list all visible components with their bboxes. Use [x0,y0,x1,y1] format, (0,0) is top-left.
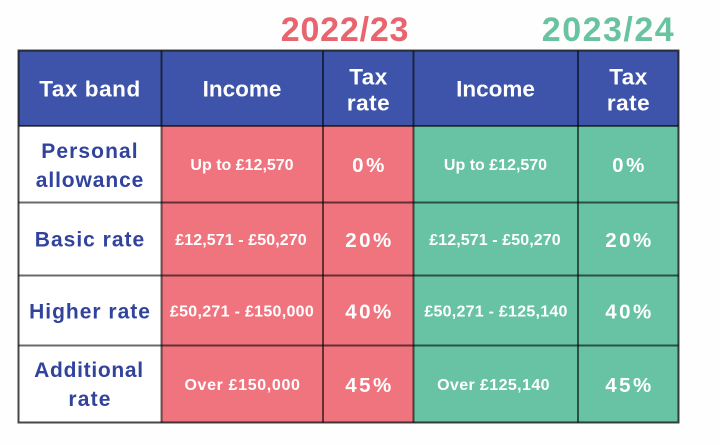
svg-text:rate: rate [607,91,650,116]
svg-text:20%: 20% [345,229,394,252]
svg-text:40%: 40% [345,301,394,324]
svg-text:Income: Income [203,77,282,102]
svg-text:£50,271 - £150,000: £50,271 - £150,000 [170,304,314,321]
svg-text:Income: Income [456,77,535,102]
svg-text:Tax: Tax [349,65,388,90]
svg-text:20%: 20% [605,229,654,252]
svg-text:2023/24: 2023/24 [542,11,675,49]
svg-text:Up to £12,570: Up to £12,570 [444,157,547,174]
svg-text:Higher rate: Higher rate [29,301,151,324]
svg-text:Tax band: Tax band [39,77,141,102]
svg-text:£50,271 - £125,140: £50,271 - £125,140 [424,304,567,321]
svg-text:Personal: Personal [41,140,139,163]
svg-text:2022/23: 2022/23 [281,11,410,49]
svg-text:Basic rate: Basic rate [35,229,145,252]
svg-text:Tax: Tax [609,65,648,90]
svg-text:Over £125,140: Over £125,140 [437,377,550,394]
svg-text:£12,571 - £50,270: £12,571 - £50,270 [429,232,561,249]
svg-text:allowance: allowance [36,169,144,192]
svg-text:0%: 0% [352,154,387,177]
svg-text:Additional: Additional [34,359,144,382]
svg-text:Over £150,000: Over £150,000 [184,377,300,394]
svg-text:40%: 40% [605,301,654,324]
svg-text:rate: rate [68,388,111,411]
svg-text:£12,571 - £50,270: £12,571 - £50,270 [175,232,307,249]
svg-text:45%: 45% [605,374,654,397]
svg-text:45%: 45% [345,374,394,397]
svg-text:0%: 0% [612,154,647,177]
svg-text:Up to £12,570: Up to £12,570 [190,157,293,174]
svg-text:rate: rate [347,91,390,116]
